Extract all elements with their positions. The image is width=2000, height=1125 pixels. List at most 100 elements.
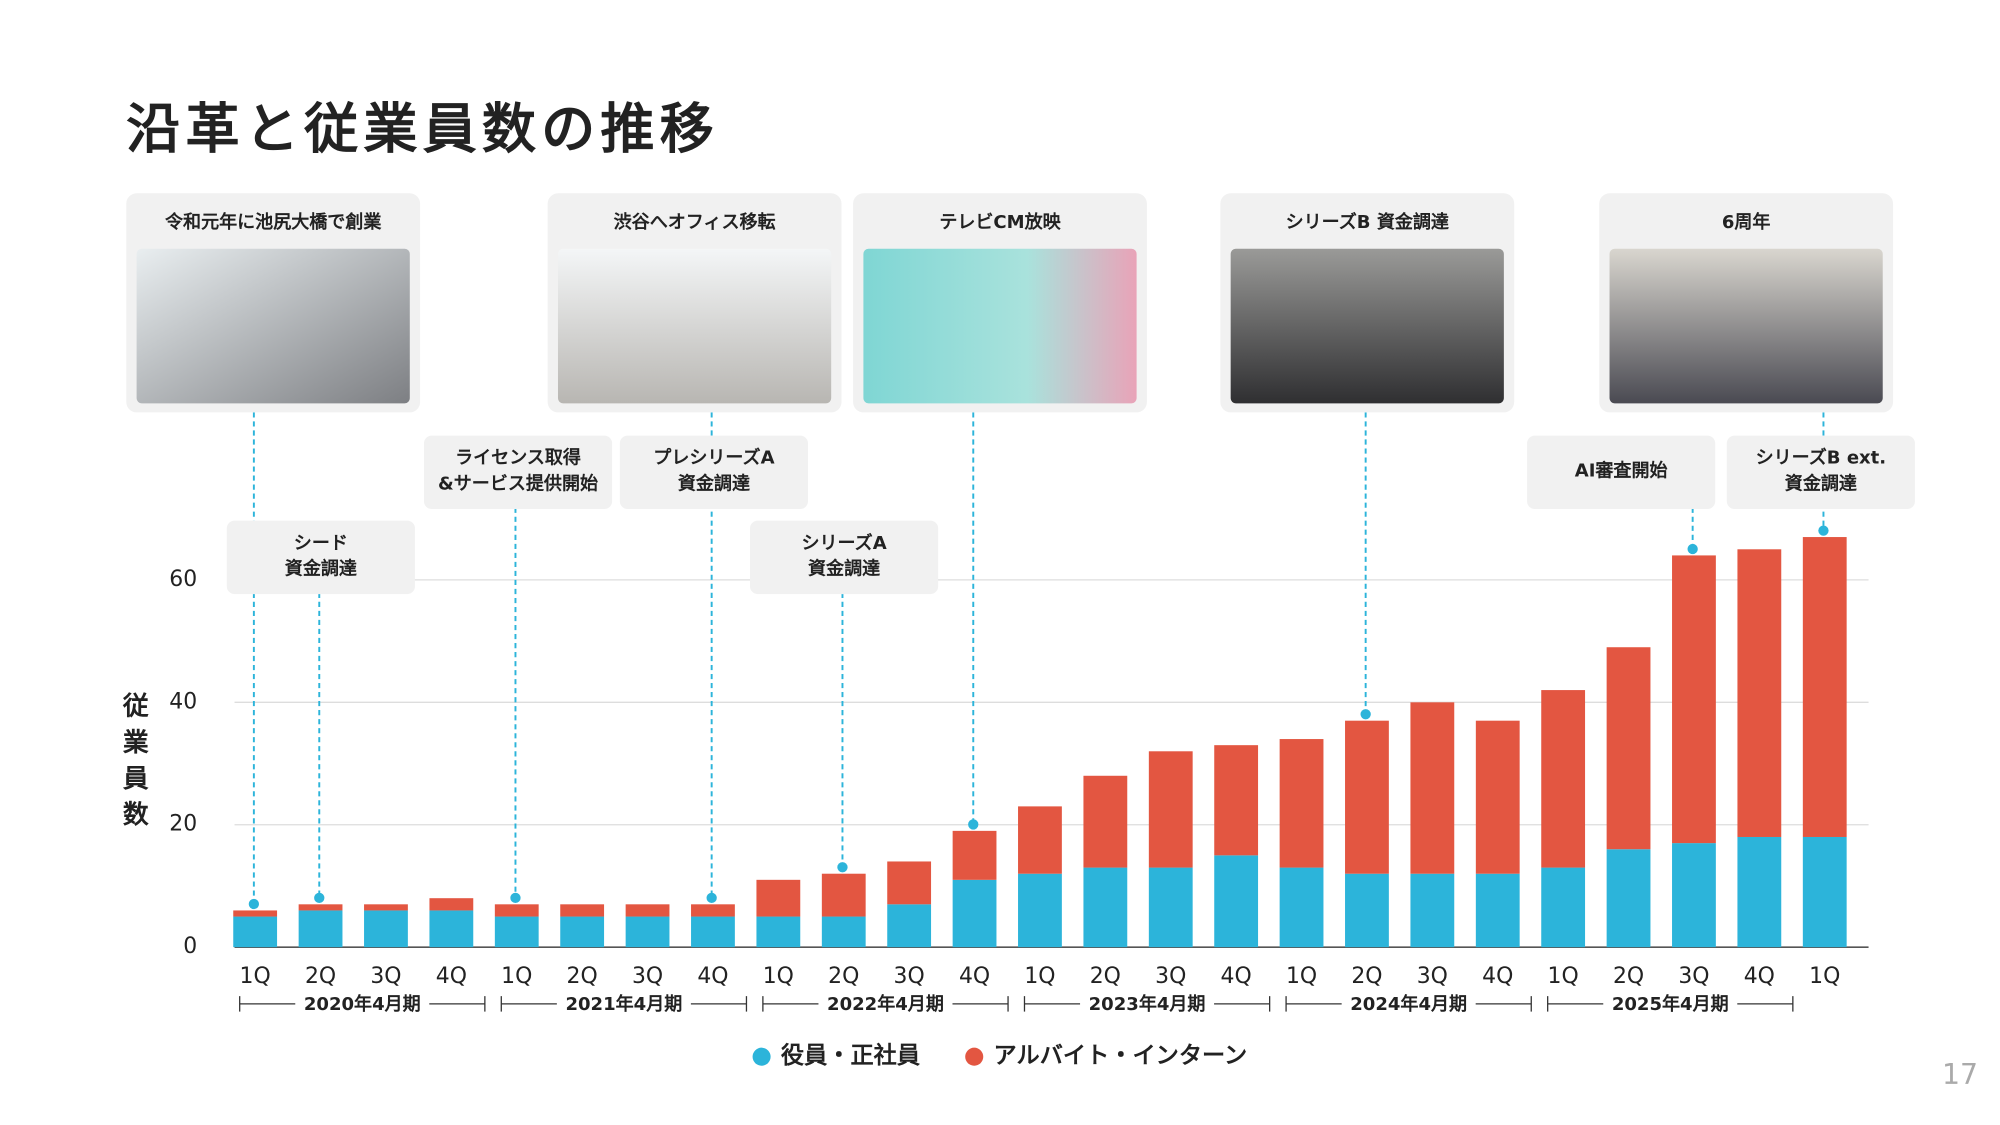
bar-segment bbox=[298, 910, 343, 948]
photo-caption: 6周年 bbox=[1722, 211, 1771, 233]
annotation-text: 資金調達 bbox=[1785, 473, 1857, 495]
annotation-text: &サービス提供開始 bbox=[438, 473, 598, 495]
x-tick-label: 2Q bbox=[1613, 964, 1644, 989]
x-tick-label: 2Q bbox=[1090, 964, 1121, 989]
bar-segment bbox=[1148, 867, 1193, 948]
x-tick-label: 4Q bbox=[436, 964, 467, 989]
leader-dot bbox=[314, 892, 325, 904]
annotation-box bbox=[1527, 435, 1716, 510]
bar-segment bbox=[298, 904, 343, 911]
bar-segment bbox=[1083, 775, 1128, 868]
annotation-text: 資金調達 bbox=[678, 473, 750, 495]
y-tick-label: 40 bbox=[169, 689, 197, 714]
leader-dot bbox=[968, 819, 979, 830]
bar-segment bbox=[1475, 720, 1520, 874]
x-tick-label: 1Q bbox=[240, 964, 271, 989]
annotation-text: AI審査開始 bbox=[1575, 460, 1668, 482]
x-tick-label: 4Q bbox=[959, 964, 990, 989]
x-tick-label: 1Q bbox=[1286, 964, 1317, 989]
bar-segment bbox=[364, 904, 408, 911]
bar-segment bbox=[233, 910, 278, 917]
bar-segment bbox=[1083, 867, 1128, 948]
annotation-text: シリーズB ext. bbox=[1756, 447, 1887, 469]
leader-dot bbox=[1687, 543, 1698, 555]
bar-segment bbox=[1737, 836, 1782, 948]
bar-segment bbox=[1018, 873, 1062, 948]
x-tick-label: 3Q bbox=[894, 964, 925, 989]
bar-segment bbox=[429, 910, 474, 948]
photo bbox=[136, 248, 410, 404]
chart-title: 沿革と従業員数の推移 bbox=[126, 97, 719, 160]
x-tick-label: 1Q bbox=[501, 964, 532, 989]
leader-dot bbox=[248, 898, 260, 910]
bar-segment bbox=[1737, 549, 1782, 837]
legend-marker bbox=[752, 1047, 771, 1066]
annotation-box bbox=[1726, 435, 1915, 510]
bar-segment bbox=[1606, 849, 1651, 948]
page-number: 17 bbox=[1942, 1058, 1978, 1091]
legend-marker bbox=[965, 1047, 984, 1066]
annotation-text: ライセンス取得 bbox=[455, 447, 581, 469]
bar-segment bbox=[1214, 745, 1259, 856]
bar-segment bbox=[1541, 867, 1586, 948]
x-tick-label: 4Q bbox=[1221, 964, 1252, 989]
bar-segment bbox=[1410, 873, 1455, 948]
bar-segment bbox=[429, 898, 474, 911]
group-label: 2020年4月期 bbox=[304, 993, 421, 1015]
bar-segment bbox=[1148, 751, 1193, 868]
bar-segment bbox=[1345, 873, 1389, 948]
bar-segment bbox=[691, 904, 735, 917]
bars: 1Q 2Q 3Q 4Q 1Q 2Q 3Q 4Q 1Q 2Q 3Q 4Q 1Q 2Q 3Q 4Q 1Q 2Q 3Q 4Q… bbox=[233, 537, 1847, 1015]
group-label: 2021年4月期 bbox=[565, 993, 682, 1015]
bar-segment bbox=[560, 904, 605, 917]
photo bbox=[863, 248, 1137, 404]
x-tick-label: 4Q bbox=[697, 964, 728, 989]
bar-segment bbox=[756, 916, 801, 948]
x-tick-label: 4Q bbox=[1482, 964, 1513, 989]
bar-segment bbox=[1410, 702, 1455, 874]
annotation-text: プレシリーズA bbox=[653, 447, 774, 469]
bar-segment bbox=[1606, 647, 1651, 850]
leader-dot bbox=[1360, 709, 1371, 720]
group-label: 2022年4月期 bbox=[827, 993, 944, 1015]
bar-segment bbox=[1541, 690, 1586, 868]
photo-caption: 令和元年に池尻大橋で創業 bbox=[164, 211, 382, 233]
x-tick-label: 3Q bbox=[1417, 964, 1448, 989]
x-tick-label: 3Q bbox=[1155, 964, 1186, 989]
leader-dot bbox=[510, 892, 521, 904]
y-tick-label: 60 bbox=[169, 567, 197, 592]
bar-segment bbox=[625, 916, 670, 948]
photo bbox=[1230, 248, 1504, 404]
bar-segment bbox=[1475, 873, 1520, 948]
annotation-box bbox=[226, 520, 415, 595]
x-tick-label: 2Q bbox=[567, 964, 598, 989]
bar-segment bbox=[1672, 555, 1716, 844]
photo-caption: シリーズB 資金調達 bbox=[1286, 211, 1449, 233]
bar-segment bbox=[233, 916, 278, 948]
bar-segment bbox=[756, 879, 801, 917]
bar-segment bbox=[1345, 720, 1389, 874]
group-label: 2025年4月期 bbox=[1612, 993, 1729, 1015]
bar-segment bbox=[887, 904, 932, 948]
bar-segment bbox=[560, 916, 605, 948]
x-tick-label: 3Q bbox=[1678, 964, 1709, 989]
legend-label: アルバイト・インターン bbox=[994, 1042, 1248, 1069]
bar-segment bbox=[1672, 843, 1716, 948]
x-tick-label: 2Q bbox=[828, 964, 859, 989]
bar-segment bbox=[821, 873, 866, 917]
leader-dot bbox=[706, 892, 717, 904]
bar-segment bbox=[1802, 836, 1847, 948]
annotation-box bbox=[750, 520, 939, 595]
x-tick-label: 3Q bbox=[370, 964, 401, 989]
bar-segment bbox=[952, 879, 997, 948]
annotation-text: 資金調達 bbox=[285, 558, 357, 580]
group-label: 2023年4月期 bbox=[1089, 993, 1206, 1015]
bar-segment bbox=[1214, 855, 1259, 948]
bar-segment bbox=[1018, 806, 1062, 874]
photo-caption: 渋谷へオフィス移転 bbox=[614, 211, 776, 233]
x-tick-label: 1Q bbox=[763, 964, 794, 989]
y-tick-label: 0 bbox=[183, 934, 197, 959]
annotation-text: シリーズA bbox=[801, 532, 886, 554]
bar-segment bbox=[625, 904, 670, 917]
bar-segment bbox=[1279, 867, 1324, 948]
